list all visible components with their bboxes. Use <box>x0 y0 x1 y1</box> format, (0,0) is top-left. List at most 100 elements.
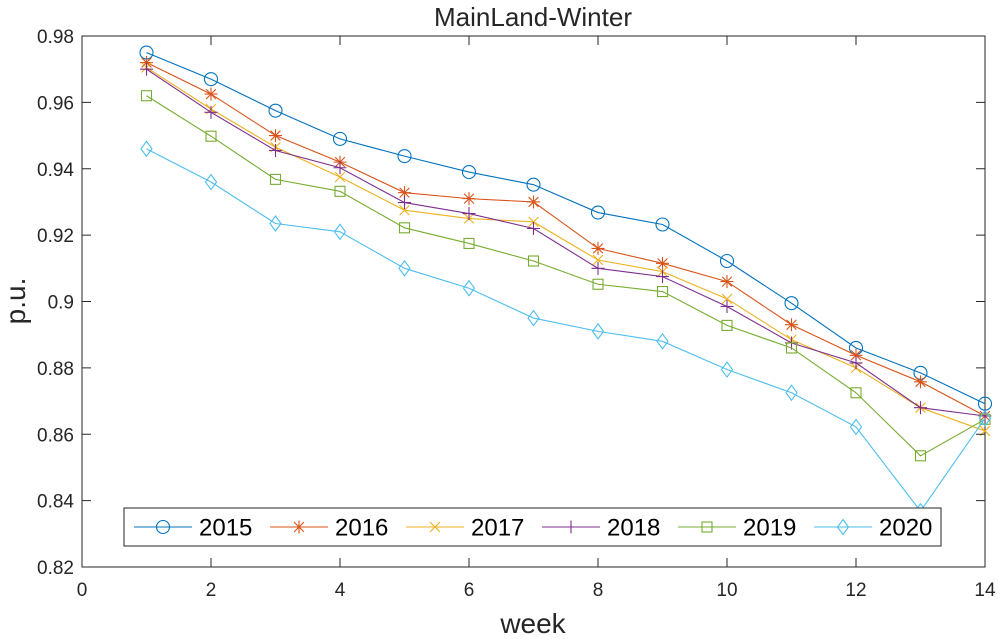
data-point-2015 <box>268 103 283 118</box>
data-point-2018 <box>591 261 605 275</box>
data-point-2015 <box>332 131 348 146</box>
data-point-2015 <box>719 253 735 269</box>
legend-item-2015: 2015 <box>134 515 252 542</box>
chart-title: MainLand-Winter <box>434 2 632 32</box>
data-point-2017 <box>399 204 410 216</box>
data-point-2015 <box>526 177 541 192</box>
data-point-2019 <box>205 130 217 142</box>
legend-swatch-marker <box>155 519 171 535</box>
legend-swatch-marker <box>429 521 441 533</box>
data-point-2017 <box>528 216 539 228</box>
data-point-2018 <box>914 401 927 415</box>
data-point-2016 <box>462 192 476 206</box>
data-point-2019 <box>269 173 282 185</box>
data-point-2020 <box>527 309 540 327</box>
data-point-2018 <box>462 207 476 221</box>
legend-swatch-marker <box>701 521 713 533</box>
legend-item-2018: 2018 <box>542 515 660 542</box>
y-axis-label: p.u. <box>0 278 31 325</box>
legend-label: 2015 <box>199 515 252 542</box>
legend-label: 2020 <box>879 515 932 542</box>
data-point-2018 <box>527 221 540 235</box>
legend-item-2016: 2016 <box>270 515 388 542</box>
x-tick-label: 14 <box>974 580 996 601</box>
data-point-2018 <box>140 62 153 76</box>
series-group <box>139 45 993 520</box>
series-line-2017 <box>146 67 986 432</box>
y-tick-label: 0.84 <box>37 492 74 513</box>
x-tick-label: 4 <box>335 580 346 601</box>
data-point-2020 <box>269 215 282 232</box>
series-line-2020 <box>146 148 986 513</box>
data-point-2017 <box>334 171 346 183</box>
legend-swatch-marker <box>564 520 578 534</box>
data-point-2016 <box>527 195 540 209</box>
series-2020 <box>140 140 992 520</box>
data-point-2020 <box>462 279 476 297</box>
x-tick-label: 6 <box>464 580 475 601</box>
data-point-2020 <box>849 418 863 436</box>
series-line-2019 <box>146 95 986 457</box>
legend-item-2020: 2020 <box>814 515 932 542</box>
data-point-2015 <box>655 217 670 232</box>
data-point-2020 <box>398 259 411 277</box>
data-point-2018 <box>398 196 411 210</box>
series-2018 <box>140 62 992 423</box>
data-point-2019 <box>463 237 475 249</box>
y-tick-label: 0.9 <box>48 293 74 314</box>
series-2019 <box>140 90 991 462</box>
data-point-2020 <box>656 332 669 350</box>
data-point-2018 <box>720 299 734 313</box>
data-point-2018 <box>849 356 863 370</box>
data-point-2016 <box>720 275 734 289</box>
data-point-2018 <box>333 161 347 175</box>
data-point-2017 <box>721 293 733 305</box>
data-point-2015 <box>590 205 606 220</box>
data-point-2016 <box>269 129 282 143</box>
y-tick-label: 0.88 <box>37 359 74 380</box>
data-point-2016 <box>656 256 669 270</box>
data-point-2019 <box>334 185 346 197</box>
data-point-2019 <box>914 450 927 462</box>
y-tick-label: 0.86 <box>37 425 74 446</box>
data-point-2020 <box>978 409 992 427</box>
data-point-2020 <box>591 322 605 340</box>
data-point-2015 <box>397 149 412 164</box>
data-point-2020 <box>140 140 153 158</box>
series-line-2015 <box>146 52 986 405</box>
data-point-2016 <box>591 241 605 255</box>
data-point-2016 <box>914 375 927 389</box>
series-2015 <box>139 45 993 411</box>
data-point-2016 <box>849 348 863 362</box>
y-axis: 0.82 0.84 0.86 0.88 0.9 0.92 0.94 0.96 0.98 <box>37 27 985 579</box>
data-point-2019 <box>850 387 862 399</box>
series-line-2016 <box>146 62 986 417</box>
data-point-2015 <box>203 72 219 87</box>
data-point-2019 <box>140 90 153 102</box>
x-tick-label: 2 <box>206 580 217 601</box>
legend-label: 2018 <box>607 515 660 542</box>
data-point-2020 <box>720 361 734 378</box>
x-axis: 0 2 4 6 8 10 12 14 <box>77 36 996 601</box>
data-point-2016 <box>140 56 153 70</box>
y-tick-label: 0.92 <box>37 226 74 247</box>
data-point-2015 <box>461 165 477 180</box>
data-point-2020 <box>204 173 218 191</box>
data-point-2017 <box>592 254 604 266</box>
data-point-2018 <box>269 143 282 157</box>
legend-swatch-marker <box>836 518 850 536</box>
y-tick-label: 0.98 <box>37 27 74 48</box>
data-point-2019 <box>656 285 669 298</box>
x-axis-label: week <box>499 608 566 639</box>
series-line-2018 <box>146 68 986 417</box>
legend-label: 2016 <box>335 515 388 542</box>
data-point-2016 <box>398 186 411 200</box>
data-point-2015 <box>784 296 799 311</box>
data-point-2016 <box>204 87 218 101</box>
x-tick-label: 10 <box>716 580 737 601</box>
data-point-2019 <box>592 278 604 290</box>
data-point-2019 <box>721 319 733 331</box>
legend-label: 2019 <box>743 515 796 542</box>
legend-item-2019: 2019 <box>678 515 796 542</box>
